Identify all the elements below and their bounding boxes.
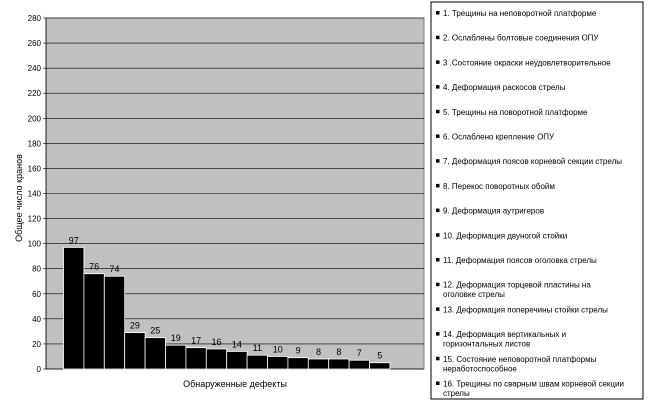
y-tick-label: 20 [32,340,41,349]
data-label-6: 19 [171,333,181,343]
y-tick-label: 100 [28,240,42,249]
bar-15 [348,359,370,370]
bar-5 [144,337,166,370]
legend-item-13: 13. Деформация поперечины стойки стрелы [443,305,608,314]
legend-item-6: 6. Ослаблено крепление ОПУ [443,133,555,142]
y-tick-label: 220 [28,89,42,98]
bar-11 [267,356,289,370]
data-label-16: 5 [377,351,382,361]
legend: 1. Трещины на неповоротной платформе 2. О… [430,1,644,400]
data-label-2: 76 [89,262,99,272]
y-tick-label: 80 [32,265,41,274]
legend-marker-5 [436,109,440,114]
bar-8 [205,348,228,370]
legend-marker-3 [436,60,440,64]
y-tick-label: 40 [32,315,41,324]
y-tick-label: 240 [28,64,42,73]
legend-marker-14 [436,332,440,336]
legend-item-15: 15. Состояние неповоротной платформы нера… [443,355,597,374]
legend-item-12: 12. Деформация торцевой пластины на оголо… [443,281,591,300]
legend-item-2: 2. Ослаблены болтовые соединения ОПУ [443,34,599,43]
bar-3 [103,275,126,370]
legend-marker-8 [436,183,440,188]
legend-marker-11 [436,258,440,262]
legend-item-11: 11. Деформация поясов оголовка стрелы [443,256,597,265]
y-axis-title: Общее число кранов [14,154,24,242]
bar-14 [328,358,350,370]
y-tick-label: 60 [32,290,41,299]
data-label-10: 11 [253,343,262,353]
data-label-12: 9 [296,346,301,356]
data-label-14: 8 [336,347,341,357]
bar-1 [63,247,85,370]
y-tick-label: 280 [28,14,42,23]
legend-item-9: 9. Деформация аутригеров [443,207,544,216]
bar-10 [246,354,268,370]
data-label-4: 29 [130,321,140,331]
legend-marker-16 [436,381,440,385]
legend-item-4: 4. Деформация раскосов стрелы [443,83,566,92]
legend-marker-2 [436,35,440,40]
data-label-11: 10 [273,344,283,354]
legend-marker-7 [436,159,440,163]
legend-item-8: 8. Перекос поворотных обойм [443,182,555,191]
legend-marker-12 [436,282,440,287]
data-label-9: 14 [232,339,242,349]
data-label-5: 25 [150,326,160,336]
legend-item-3: 3 .Состояние окраски неудовлетворительно… [443,58,611,67]
bar-6 [165,344,187,370]
y-tick-label: 120 [28,215,42,224]
legend-item-10: 10. Деформация двуногой стойки [443,231,567,240]
legend-item-5: 5. Трещины на поворотной платформе [443,108,588,117]
y-tick-label: 180 [28,139,42,148]
data-label-13: 8 [316,347,321,357]
y-tick-label: 160 [28,164,42,173]
data-label-8: 16 [211,337,221,347]
bar-4 [124,332,146,370]
bar-9 [226,351,248,370]
data-label-7: 17 [191,336,201,346]
y-tick-label: 260 [28,39,42,48]
legend-marker-15 [436,356,440,361]
y-tick-label: 200 [28,114,42,123]
legend-marker-4 [436,85,440,89]
bar-12 [287,357,309,370]
bars [63,247,391,370]
legend-box [430,1,644,400]
bar-16 [369,362,391,370]
legend-marker-13 [436,307,440,311]
legend-item-14: 14. Деформация вертикальных и горизонталь… [443,330,566,349]
bar-7 [185,347,207,370]
legend-marker-10 [436,233,440,237]
legend-marker-9 [436,208,440,213]
x-axis-title: Обнаруженные дефекты [183,379,287,389]
data-labels: 97 76 74 29 25 19 17 16 14 11 10 9 8 8 7 5 [69,235,383,360]
legend-marker-6 [436,134,440,138]
legend-item-16: 16. Трещины по сварным швам корневой сек… [443,380,624,399]
bar-2 [83,273,105,370]
legend-item-1: 1. Трещины на неповоротной платформе [443,9,597,18]
data-label-1: 97 [69,235,79,245]
legend-marker-1 [436,11,440,15]
y-tick-label: 0 [37,365,42,374]
y-axis-ticks: 0 20 40 60 80 100 120 140 160 180 200 220 240 260 280 [28,14,46,374]
data-label-3: 74 [109,264,119,274]
data-label-15: 7 [357,348,362,358]
legend-item-7: 7. Деформация поясов корневой секции стр… [443,157,622,166]
bar-13 [307,358,330,370]
y-tick-label: 140 [28,190,42,199]
